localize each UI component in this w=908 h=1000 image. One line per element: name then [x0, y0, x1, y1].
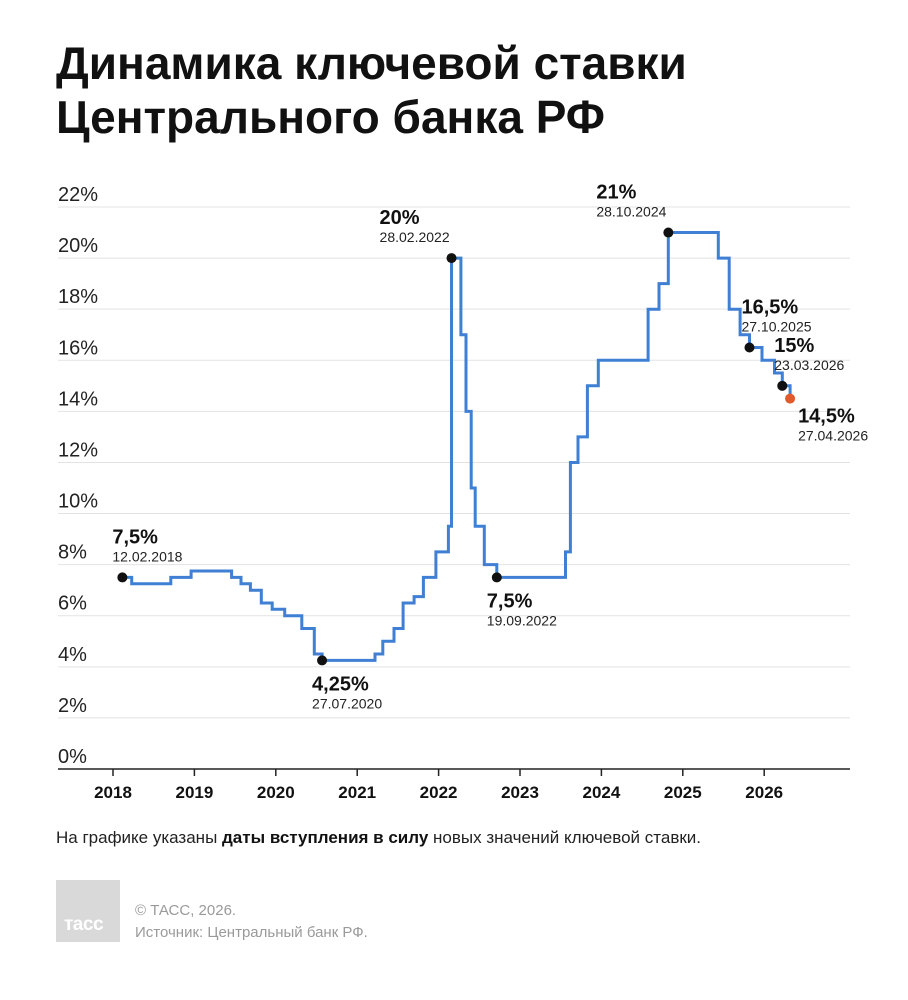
chart-title-line-2: Центрального банка РФ — [56, 91, 606, 143]
y-tick-label-11: 22% — [58, 184, 98, 206]
annotation-labels: 7,5%12.02.20184,25%27.07.202020%28.02.20… — [112, 182, 868, 712]
y-tick-label-4: 8% — [58, 542, 87, 564]
annotation-date-ann-2020: 27.07.2020 — [312, 695, 382, 711]
y-tick-label-8: 16% — [58, 337, 98, 359]
y-tick-label-1: 2% — [58, 695, 87, 717]
marker-ann-2026-03 — [777, 380, 788, 391]
footnote: На графике указаны даты вступления в сил… — [56, 828, 896, 848]
footnote-suffix: новых значений ключевой ставки. — [428, 828, 702, 847]
annotation-value-ann-2026-03: 15% — [774, 335, 814, 357]
annotation-date-ann-2026-03: 23.03.2026 — [774, 357, 844, 373]
y-tick-label-10: 20% — [58, 235, 98, 257]
annotation-date-ann-2026-04: 27.04.2026 — [798, 428, 868, 444]
y-tick-label-2: 4% — [58, 644, 87, 666]
x-tick-label-6: 2024 — [582, 783, 620, 802]
annotation-value-ann-2018: 7,5% — [112, 526, 158, 548]
annotation-value-ann-2020: 4,25% — [312, 673, 369, 695]
marker-ann-2020 — [317, 655, 328, 666]
annotation-value-ann-2024: 21% — [596, 182, 636, 204]
x-tick-label-0: 2018 — [94, 783, 132, 802]
annotation-date-ann-2022-low: 19.09.2022 — [487, 612, 557, 628]
x-tick-label-3: 2021 — [338, 783, 376, 802]
chart-title: Динамика ключевой ставки Центрального ба… — [56, 36, 896, 144]
key-rate-line — [122, 231, 793, 662]
x-tick-label-7: 2025 — [664, 783, 702, 802]
grid-lines — [58, 206, 850, 719]
footnote-prefix: На графике указаны — [56, 828, 223, 847]
copyright-line: © ТАСС, 2026. — [135, 902, 237, 919]
y-tick-label-9: 18% — [58, 286, 98, 308]
footnote-bold: даты вступления в силу — [222, 828, 429, 847]
y-tick-label-7: 14% — [58, 388, 98, 410]
annotation-date-ann-2024: 28.10.2024 — [596, 204, 666, 220]
annotation-date-ann-2018: 12.02.2018 — [112, 548, 182, 564]
tass-logo-text: тасс — [64, 914, 104, 935]
annotation-value-ann-2026-04: 14,5% — [798, 406, 855, 428]
marker-ann-2018 — [117, 572, 128, 583]
x-tick-label-4: 2022 — [420, 783, 458, 802]
marker-ann-2025 — [744, 342, 755, 353]
y-tick-label-5: 10% — [58, 491, 98, 513]
tass-logo: тасс — [56, 880, 120, 942]
marker-ann-2024 — [663, 227, 674, 238]
x-tick-label-5: 2023 — [501, 783, 539, 802]
y-tick-label-6: 12% — [58, 439, 98, 461]
marker-ann-2022-peak — [446, 253, 457, 264]
marker-ann-2022-low — [491, 572, 502, 583]
x-tick-label-8: 2026 — [745, 783, 783, 802]
y-axis-ticks: 0% 2% 4% 6% 8% 10% 12% 14% 16% 18% 20% 22% — [58, 184, 98, 768]
annotation-value-ann-2022-low: 7,5% — [487, 590, 533, 612]
source-line: Источник: Центральный банк РФ. — [135, 924, 368, 941]
annotation-markers — [117, 227, 796, 666]
marker-ann-2026-04 — [785, 393, 796, 404]
chart-title-line-1: Динамика ключевой ставки — [56, 37, 687, 89]
x-axis-ticks: 2018 2019 2020 2021 2022 2023 2024 2025 2026 — [94, 769, 783, 802]
annotation-date-ann-2022-peak: 28.02.2022 — [380, 229, 450, 245]
x-tick-label-1: 2019 — [175, 783, 213, 802]
credits: © ТАСС, 2026. Источник: Центральный банк… — [135, 900, 368, 944]
y-tick-label-0: 0% — [58, 746, 87, 768]
annotation-date-ann-2025: 27.10.2025 — [741, 319, 811, 335]
y-tick-label-3: 6% — [58, 593, 87, 615]
annotation-value-ann-2025: 16,5% — [741, 297, 798, 319]
key-rate-chart: 0% 2% 4% 6% 8% 10% 12% 14% 16% 18% 20% 22% 2018 2019… — [58, 182, 868, 802]
x-tick-label-2: 2020 — [257, 783, 295, 802]
annotation-value-ann-2022-peak: 20% — [380, 207, 420, 229]
